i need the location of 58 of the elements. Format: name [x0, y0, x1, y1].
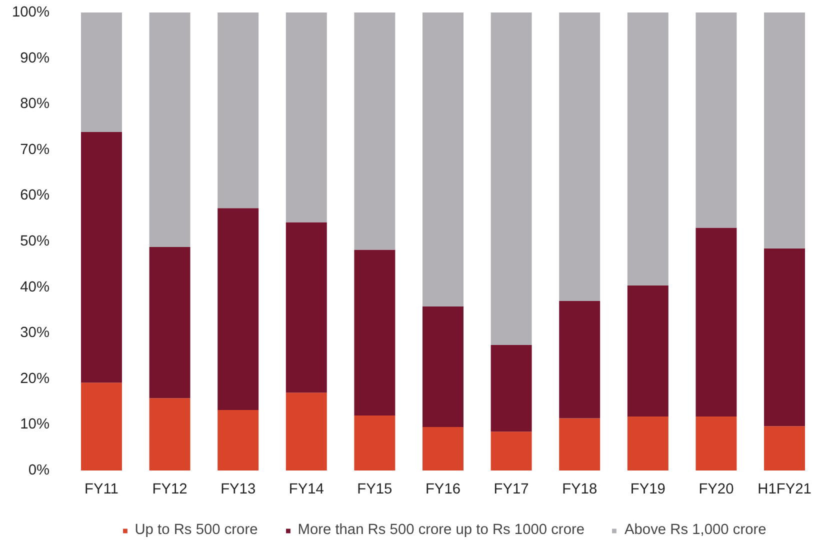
y-tick-label: 30%: [20, 325, 50, 342]
bar: [696, 416, 737, 470]
bar: [149, 398, 190, 470]
y-tick-label: 90%: [20, 50, 50, 66]
bar: [764, 426, 806, 470]
bar: [559, 418, 600, 470]
y-tick-label: 100%: [12, 4, 50, 20]
bar: [218, 410, 259, 470]
y-tick-label: 50%: [20, 234, 50, 250]
bar: [764, 12, 806, 248]
bar: [149, 12, 190, 247]
bar: [80, 382, 122, 470]
bar: [559, 301, 600, 418]
x-tick-label: FY17: [494, 482, 529, 498]
y-tick-label: 10%: [20, 416, 50, 433]
bar: [286, 222, 327, 393]
x-tick-label: FY14: [288, 482, 324, 498]
y-tick-label: 80%: [20, 96, 50, 112]
x-tick-label: FY20: [698, 482, 734, 498]
bar: [422, 12, 464, 307]
y-tick-label: 70%: [20, 142, 50, 158]
bar: [490, 432, 532, 470]
legend-label: Above Rs 1,000 crore: [624, 522, 766, 538]
bar: [627, 12, 668, 286]
bar: [218, 208, 259, 410]
legend-label: More than Rs 500 crore up to Rs 1000 crore: [298, 522, 585, 538]
bar: [696, 228, 737, 416]
x-tick-label: FY11: [84, 482, 118, 498]
bar: [286, 392, 327, 470]
bar: [354, 250, 396, 416]
bar: [354, 12, 396, 250]
bar: [286, 12, 327, 222]
x-tick-label: FY16: [425, 482, 461, 498]
x-tick-label: H1FY21: [758, 482, 812, 498]
bar: [354, 416, 396, 470]
x-tick-label: FY15: [357, 482, 392, 498]
bar: [149, 246, 190, 398]
bar: [559, 12, 600, 302]
bar: [490, 345, 532, 432]
bar: [627, 416, 668, 470]
bar: [80, 132, 122, 383]
x-tick-label: FY18: [562, 482, 598, 498]
bar: [764, 248, 806, 426]
bar: [696, 12, 737, 228]
bar: [490, 12, 532, 346]
bar: [422, 306, 464, 427]
x-tick-label: FY12: [152, 482, 188, 498]
x-tick-label: FY19: [630, 482, 666, 498]
legend-label: Up to Rs 500 crore: [134, 522, 258, 538]
bar: [80, 12, 122, 132]
y-tick-label: 20%: [20, 370, 50, 387]
x-tick-label: FY13: [220, 482, 256, 498]
bar: [627, 285, 668, 416]
y-tick-label: 60%: [20, 188, 50, 204]
bar: [422, 426, 464, 470]
y-tick-label: 0%: [28, 462, 50, 478]
y-tick-label: 40%: [20, 279, 50, 296]
bar: [218, 12, 259, 208]
